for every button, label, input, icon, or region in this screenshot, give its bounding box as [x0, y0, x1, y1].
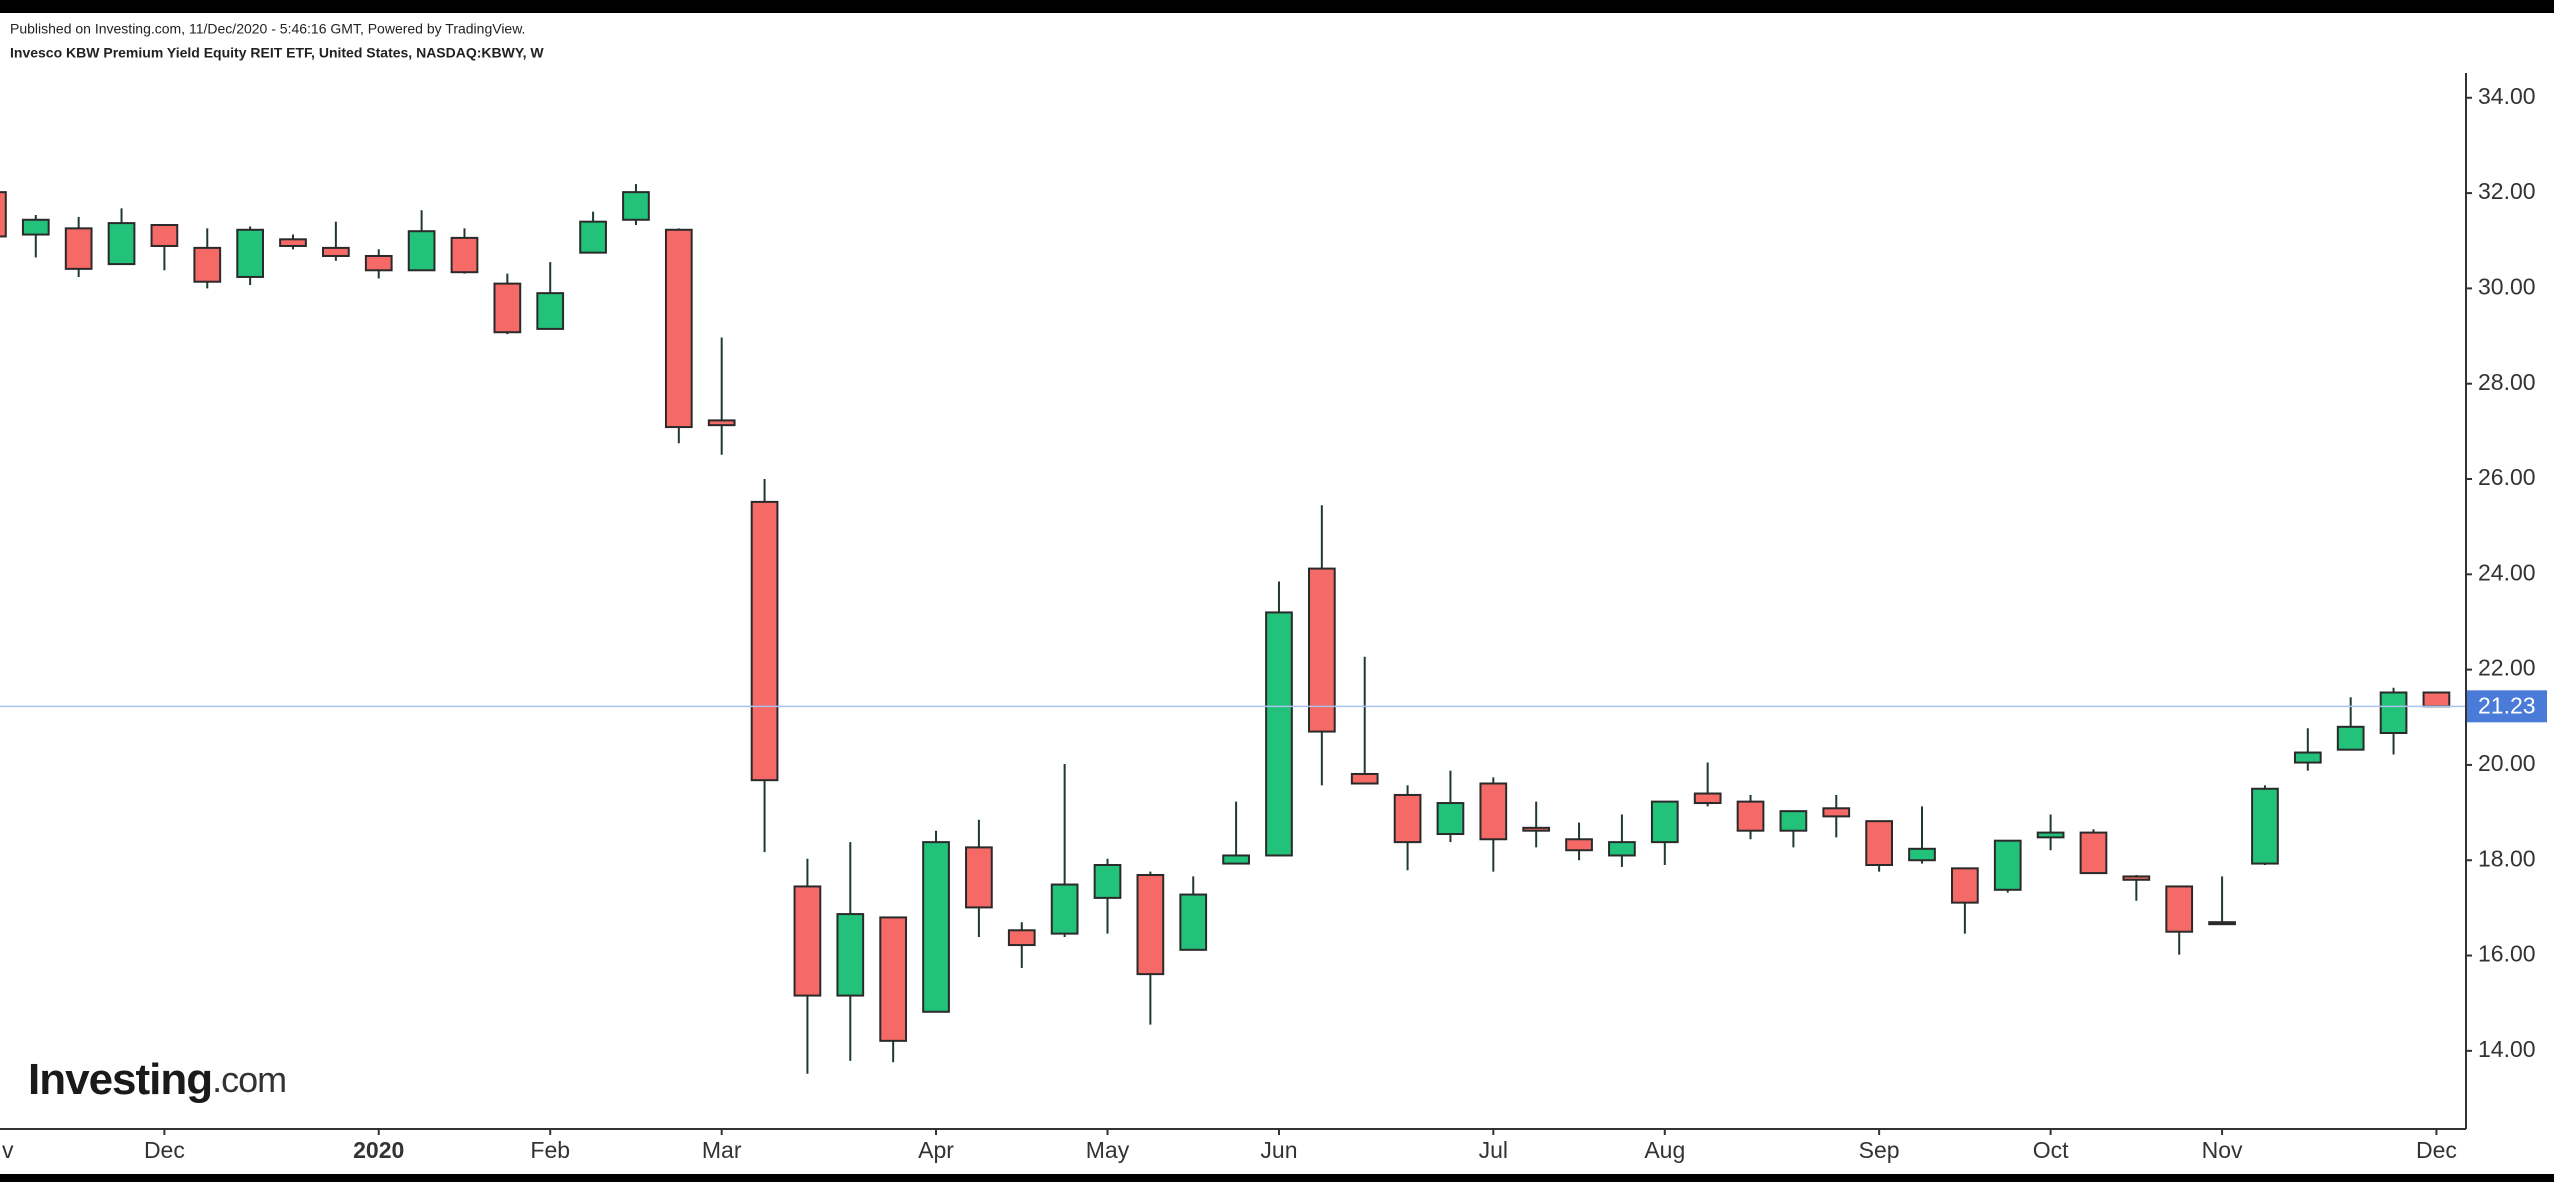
x-tick-label: Aug [1644, 1137, 1685, 1163]
candle-body [1436, 802, 1465, 836]
candle-body [922, 841, 950, 1013]
candle-body [64, 227, 93, 270]
candle-body [1951, 867, 1979, 904]
candle-body [1522, 826, 1551, 832]
watermark-suffix: .com [212, 1059, 286, 1100]
y-tick-label: 32.00 [2478, 178, 2536, 204]
candle-body [579, 220, 607, 254]
watermark-brand: Investing [28, 1055, 212, 1104]
y-tick-label: 34.00 [2478, 83, 2536, 109]
candle-body [1007, 929, 1036, 947]
plot-area [0, 184, 2466, 1074]
last-price-label: 21.23 [2478, 692, 2536, 718]
candle-body [2036, 831, 2065, 839]
candle-body [2165, 885, 2194, 933]
candle-body [1608, 841, 1636, 857]
candle-body [236, 228, 264, 278]
x-tick-label: Dec [144, 1137, 185, 1163]
candle-body [1222, 854, 1250, 865]
candle-body [0, 191, 7, 238]
x-tick-label: v [2, 1137, 14, 1163]
candle-body [793, 885, 822, 997]
y-tick-label: 16.00 [2478, 941, 2536, 967]
x-tick-label: Mar [702, 1137, 742, 1163]
y-tick-label: 30.00 [2478, 273, 2536, 299]
candle-body [364, 254, 393, 272]
y-tick-label: 26.00 [2478, 464, 2536, 490]
candle-body [2379, 691, 2408, 734]
candle-body [1865, 820, 1893, 867]
x-tick-label: Sep [1859, 1137, 1900, 1163]
candle-body [193, 246, 222, 283]
y-tick-label: 14.00 [2478, 1036, 2536, 1062]
x-tick-label: Feb [530, 1137, 570, 1163]
candle-body [1822, 807, 1851, 818]
candle-body [1265, 611, 1293, 857]
last-price-box [2467, 690, 2547, 723]
candle-body [493, 282, 522, 334]
source-note: Published on Investing.com, 11/Dec/2020 … [10, 21, 525, 37]
candle-body [965, 846, 993, 909]
candle-body [2079, 831, 2108, 875]
candle-body [1693, 792, 1722, 805]
x-tick-label: 2020 [353, 1137, 404, 1163]
candle-body [1779, 810, 1808, 832]
candle-body [407, 230, 436, 272]
candle-body [107, 222, 136, 266]
candle-body [1093, 864, 1122, 899]
candle-body [2293, 751, 2322, 764]
candle-body [1179, 893, 1208, 951]
candle-body [1908, 847, 1936, 862]
x-tick-label: May [1086, 1137, 1130, 1163]
y-tick-label: 24.00 [2478, 559, 2536, 585]
x-tick-label: Oct [2033, 1137, 2069, 1163]
candle-body [879, 916, 908, 1042]
x-tick-label: Nov [2202, 1137, 2243, 1163]
candle-body [1565, 838, 1593, 852]
candle-body [322, 246, 350, 257]
candle-body [750, 500, 779, 782]
y-tick-label: 28.00 [2478, 369, 2536, 395]
x-tick-label: Jun [1260, 1137, 1297, 1163]
candle-body [1050, 883, 1079, 935]
candle-body [1736, 800, 1765, 832]
x-tick-label: Apr [918, 1137, 954, 1163]
candle-body [2122, 875, 2151, 881]
candle-body [450, 236, 479, 274]
y-tick-label: 18.00 [2478, 845, 2536, 871]
x-tick-label: Jul [1479, 1137, 1508, 1163]
candle-body [707, 419, 736, 427]
candle-body [1650, 800, 1679, 844]
candle-body [2208, 921, 2236, 926]
candle-body [1993, 839, 2022, 891]
y-tick-label: 22.00 [2478, 655, 2536, 681]
candle-body [1479, 782, 1508, 841]
bottom-bar [0, 1174, 2554, 1182]
top-bar [0, 0, 2554, 13]
candle-body [536, 292, 565, 330]
candle-body [2422, 691, 2451, 708]
y-tick-label: 20.00 [2478, 750, 2536, 776]
x-tick-label: Dec [2416, 1137, 2457, 1163]
candle-body [664, 228, 693, 429]
candle-body [1393, 793, 1422, 844]
candle-body [21, 218, 50, 236]
candle-body [836, 913, 865, 997]
candle-body [279, 238, 307, 247]
candle-body [150, 224, 179, 247]
chart-title: Invesco KBW Premium Yield Equity REIT ET… [10, 45, 544, 61]
watermark: Investing.com [28, 1055, 286, 1104]
candle-body [1307, 567, 1336, 733]
candle-body [2251, 787, 2279, 865]
candle-body [2336, 725, 2365, 751]
candle-body [1136, 874, 1165, 976]
candle-body [1350, 772, 1379, 785]
candle-body [622, 191, 650, 221]
